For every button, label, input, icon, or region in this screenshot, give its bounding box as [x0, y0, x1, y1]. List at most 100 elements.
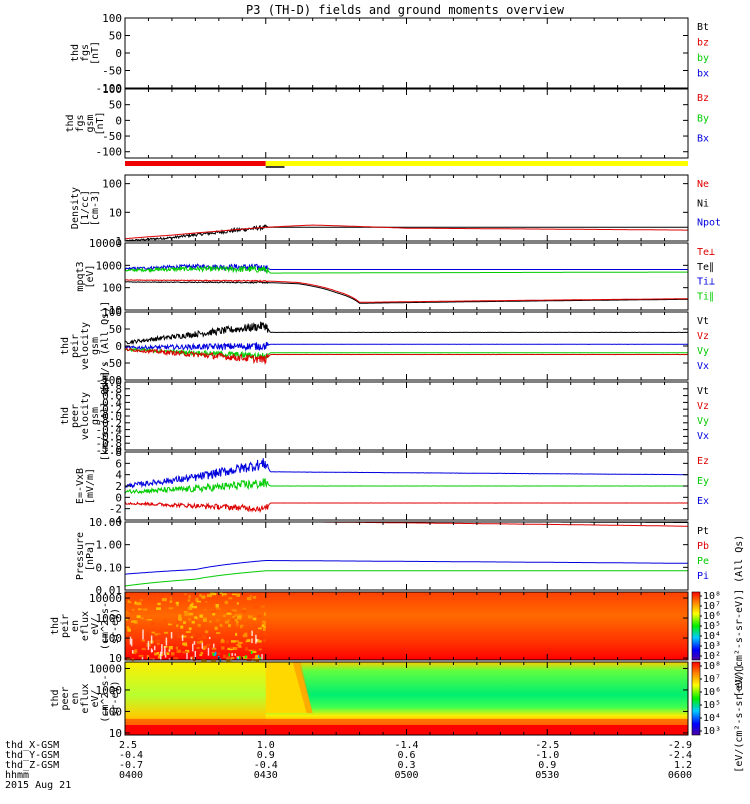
panel-frame: [124, 88, 689, 159]
spectrogram-pixel: [147, 618, 153, 621]
y-axis-label: peir: [70, 334, 81, 358]
spectrogram-pixel: [176, 624, 179, 628]
y-axis-label: fgs: [75, 114, 86, 132]
panel-frame: [124, 174, 689, 242]
spectrogram-pixel: [130, 601, 135, 603]
spectrogram-pixel: [195, 597, 199, 602]
spectrogram-pixel: [194, 616, 198, 619]
spectrogram-pixel: [192, 605, 198, 609]
spectrogram-pixel: [140, 608, 144, 611]
legend-entry: Ti⊥: [697, 277, 715, 288]
spectrogram-pixel: [132, 620, 136, 622]
spectrogram-pixel: [204, 601, 208, 603]
spectrogram-pixel: [236, 602, 239, 605]
spectrogram-pixel: [242, 656, 247, 659]
spectrogram-pixel: [194, 651, 197, 661]
spectrogram-pixel: [178, 614, 182, 618]
spectrogram-pixel: [249, 594, 253, 597]
legend-entry: Vz: [697, 401, 709, 412]
spectrogram-pixel: [227, 609, 230, 612]
legend-entry: Ni: [697, 198, 709, 209]
legend-entry: by: [697, 53, 709, 64]
y-tick-label: 1000: [96, 684, 123, 697]
y-axis-label: gsm: [90, 337, 101, 355]
spectrogram-pixel: [202, 647, 206, 650]
spectrogram-pixel: [203, 645, 207, 649]
legend-entry: Ne: [697, 179, 709, 190]
mode-bar-segment: [265, 161, 688, 166]
spectrogram-pixel: [254, 656, 259, 660]
spectrogram-pixel: [161, 644, 163, 655]
spectrogram-pixel: [156, 594, 159, 598]
spectrogram-pixel: [178, 617, 183, 621]
spectrogram-pixel: [149, 657, 155, 661]
spectrogram-band: [125, 719, 688, 725]
spectrogram-pixel: [215, 607, 221, 611]
ephemeris-value: -1.4: [394, 740, 418, 751]
spectrogram-pixel: [235, 623, 239, 627]
series-Vz: [124, 347, 688, 365]
series-Ey: [124, 477, 689, 495]
spectrogram-pixel: [230, 619, 236, 622]
spectrogram-pixel: [259, 657, 261, 661]
spectrogram-pixel: [214, 652, 216, 656]
y-axis-label: [nPa]: [85, 541, 96, 571]
spectrogram-pixel: [155, 639, 160, 642]
spectrogram-pixel: [232, 593, 237, 596]
y-tick-label: -0.2: [96, 417, 123, 430]
spectrogram-pixel: [163, 631, 169, 634]
y-axis-label: (cm^2-s-: [100, 602, 111, 650]
spectrogram-pixel: [226, 619, 231, 621]
y-tick-label: 1000: [96, 259, 123, 272]
spectrogram-pixel: [211, 611, 215, 614]
spectrogram-pixel: [210, 659, 216, 663]
spectrogram-pixel: [125, 631, 129, 635]
colorbar-tick-label: 10⁷: [703, 674, 721, 685]
spectrogram-pixel: [242, 607, 247, 611]
spectrogram-pixel: [165, 637, 168, 646]
spectrogram-pixel: [182, 621, 186, 624]
spectrogram-pixel: [244, 655, 247, 659]
legend-entry: Te∥: [697, 262, 714, 273]
colorbar-tick-label: 10⁵: [703, 621, 721, 632]
y-tick-label: 50: [109, 323, 122, 336]
legend-entry: Ey: [697, 476, 709, 487]
spectrogram-pixel: [224, 601, 228, 605]
spectrogram-pixel: [223, 614, 226, 617]
panel-frame: [124, 17, 689, 89]
series-Ne: [125, 224, 688, 240]
y-tick-label: 1.00: [96, 539, 123, 552]
spectrogram-pixel: [245, 659, 247, 662]
y-axis-label: thd: [65, 114, 76, 132]
spectrogram-pixel: [126, 626, 130, 629]
y-tick-label: 50: [109, 30, 122, 43]
y-tick-label: 1000: [96, 612, 123, 625]
spectrogram-pixel: [188, 595, 191, 599]
spectrogram-pixel: [212, 653, 215, 657]
spectrogram-pixel: [235, 619, 238, 622]
spectrogram-pixel: [132, 627, 136, 630]
ephemeris-value: -2.9: [668, 740, 692, 751]
spectrogram-pixel: [161, 598, 167, 602]
spectrogram-pixel: [183, 611, 188, 613]
spectrogram-pixel: [126, 658, 131, 661]
legend-entry: By: [697, 113, 709, 124]
spectrogram-pixel: [185, 649, 190, 653]
ephemeris-value: 0.3: [397, 760, 415, 771]
panel-temp: [124, 263, 689, 304]
colorbar-tick-label: 10⁴: [703, 713, 721, 724]
ephemeris-value: 2.5: [119, 740, 137, 751]
spectrogram-pixel: [184, 612, 189, 616]
spectrogram-pixel: [231, 609, 237, 612]
spectrogram-pixel: [206, 594, 212, 598]
spectrogram-pixel: [156, 642, 160, 645]
spectrogram-pixel: [221, 646, 225, 650]
panel-pressure: [124, 521, 688, 587]
spectrogram-pixel: [226, 656, 231, 660]
spectrogram-pixel: [230, 646, 234, 650]
y-tick-label: -50: [102, 65, 122, 78]
colorbar-tick-label: 10⁷: [703, 601, 721, 612]
y-axis-label: E=-VxB: [75, 468, 86, 504]
